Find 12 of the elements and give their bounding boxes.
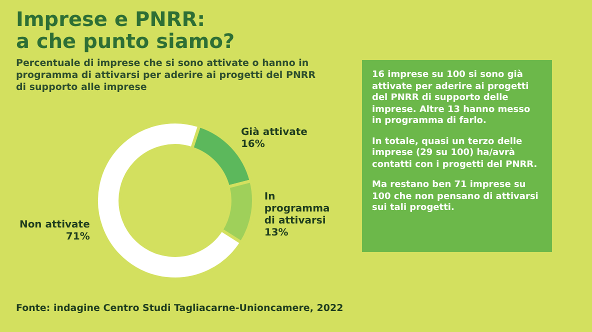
- slice-label: Già attivate: [240, 127, 308, 138]
- data-label: 13%: [264, 227, 288, 238]
- data-label: 71%: [66, 232, 90, 243]
- text: Ma restano ben 71 imprese su 100 che non pensano di attivarsi sui tali progetti.: [372, 180, 540, 214]
- text: In totale, quasi un terzo delle imprese (29 su 100) ha/avrà contatti con i progetti del PNRR.: [372, 136, 538, 171]
- text: 16 imprese su 100 si sono già attivate per aderire ai progetti del PNRR di supporto delle imprese. Altre 13 hanno messo in programma di farlo.: [372, 70, 532, 128]
- slice-label: In programma di attivarsi: [264, 191, 330, 226]
- slice-label: Non attivate: [19, 220, 90, 231]
- chart-title: Imprese e PNRR: a che punto siamo?: [16, 7, 235, 53]
- data-label: 16%: [240, 139, 265, 150]
- chart-subtitle: Percentuale di imprese che si sono attivate o hanno in programma di attivarsi per aderire ai progetti del PNRR di supporto alle imprese: [16, 58, 316, 94]
- source-note: Fonte: indagine Centro Studi Tagliacarne-Unioncamere, 2022: [16, 303, 344, 314]
